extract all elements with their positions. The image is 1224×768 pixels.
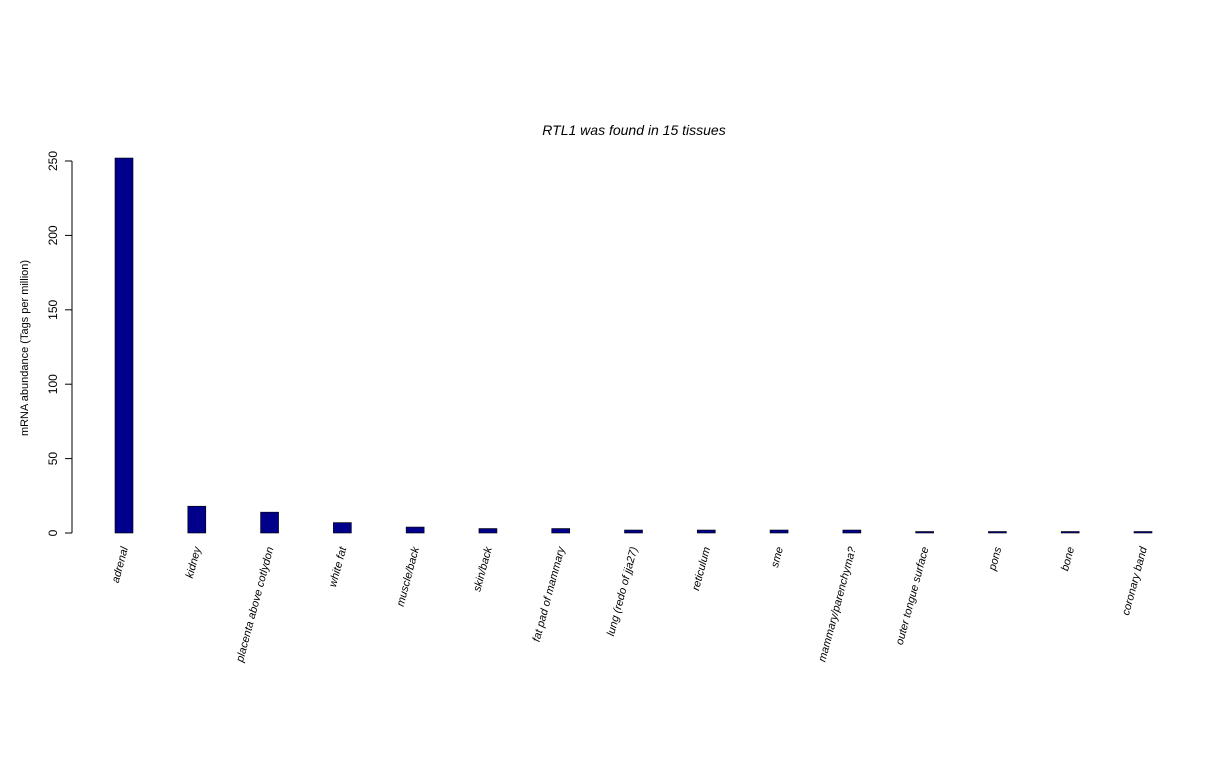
y-tick-label: 0 (46, 529, 60, 536)
bar (260, 511, 279, 534)
bar (1133, 531, 1153, 534)
x-tick-label: reticulum (690, 546, 713, 592)
y-axis: 0 50 100 150 200 250 (46, 151, 73, 536)
bar (988, 531, 1007, 534)
x-tick-label: skin/back (471, 545, 495, 593)
x-tick-label: coronary band (1120, 545, 1150, 617)
x-tick-label: mammary/parenchyma? (816, 545, 859, 664)
x-tick-labels: adrenal kidney placenta above cotlydon whit… (110, 544, 1150, 664)
bars (114, 157, 1153, 534)
y-tick-label: 200 (46, 225, 60, 245)
bar (187, 505, 207, 534)
bar (551, 528, 571, 534)
x-tick-label: bone (1059, 546, 1077, 573)
bar (333, 522, 352, 534)
x-tick-label: adrenal (110, 545, 131, 584)
x-tick-label: kidney (184, 544, 204, 579)
x-tick-label: fat pad of mammary (531, 544, 568, 643)
x-tick-label: white fat (327, 545, 349, 589)
y-tick-label: 250 (46, 151, 60, 171)
bar (842, 529, 862, 534)
y-tick-label: 100 (46, 374, 60, 394)
x-tick-label: sme (769, 546, 786, 569)
x-tick-label: muscle/back (395, 545, 423, 608)
bar (114, 157, 134, 534)
bar (478, 528, 498, 534)
bar (624, 529, 643, 534)
chart-title: RTL1 was found in 15 tissues (542, 122, 725, 138)
y-axis-label: mRNA abundance (Tags per million) (19, 260, 31, 436)
x-tick-label: outer tongue surface (894, 546, 932, 647)
x-tick-label: placenta above cotlydon (234, 546, 277, 665)
bar (696, 529, 716, 534)
bar (915, 531, 934, 534)
y-tick-label: 50 (46, 452, 60, 466)
bar (405, 526, 425, 534)
bar (1060, 531, 1080, 534)
y-tick-label: 150 (46, 299, 60, 319)
x-tick-label: pons (986, 545, 1004, 573)
x-tick-label: lung (redo of jja27) (605, 545, 640, 637)
bar (769, 529, 789, 534)
